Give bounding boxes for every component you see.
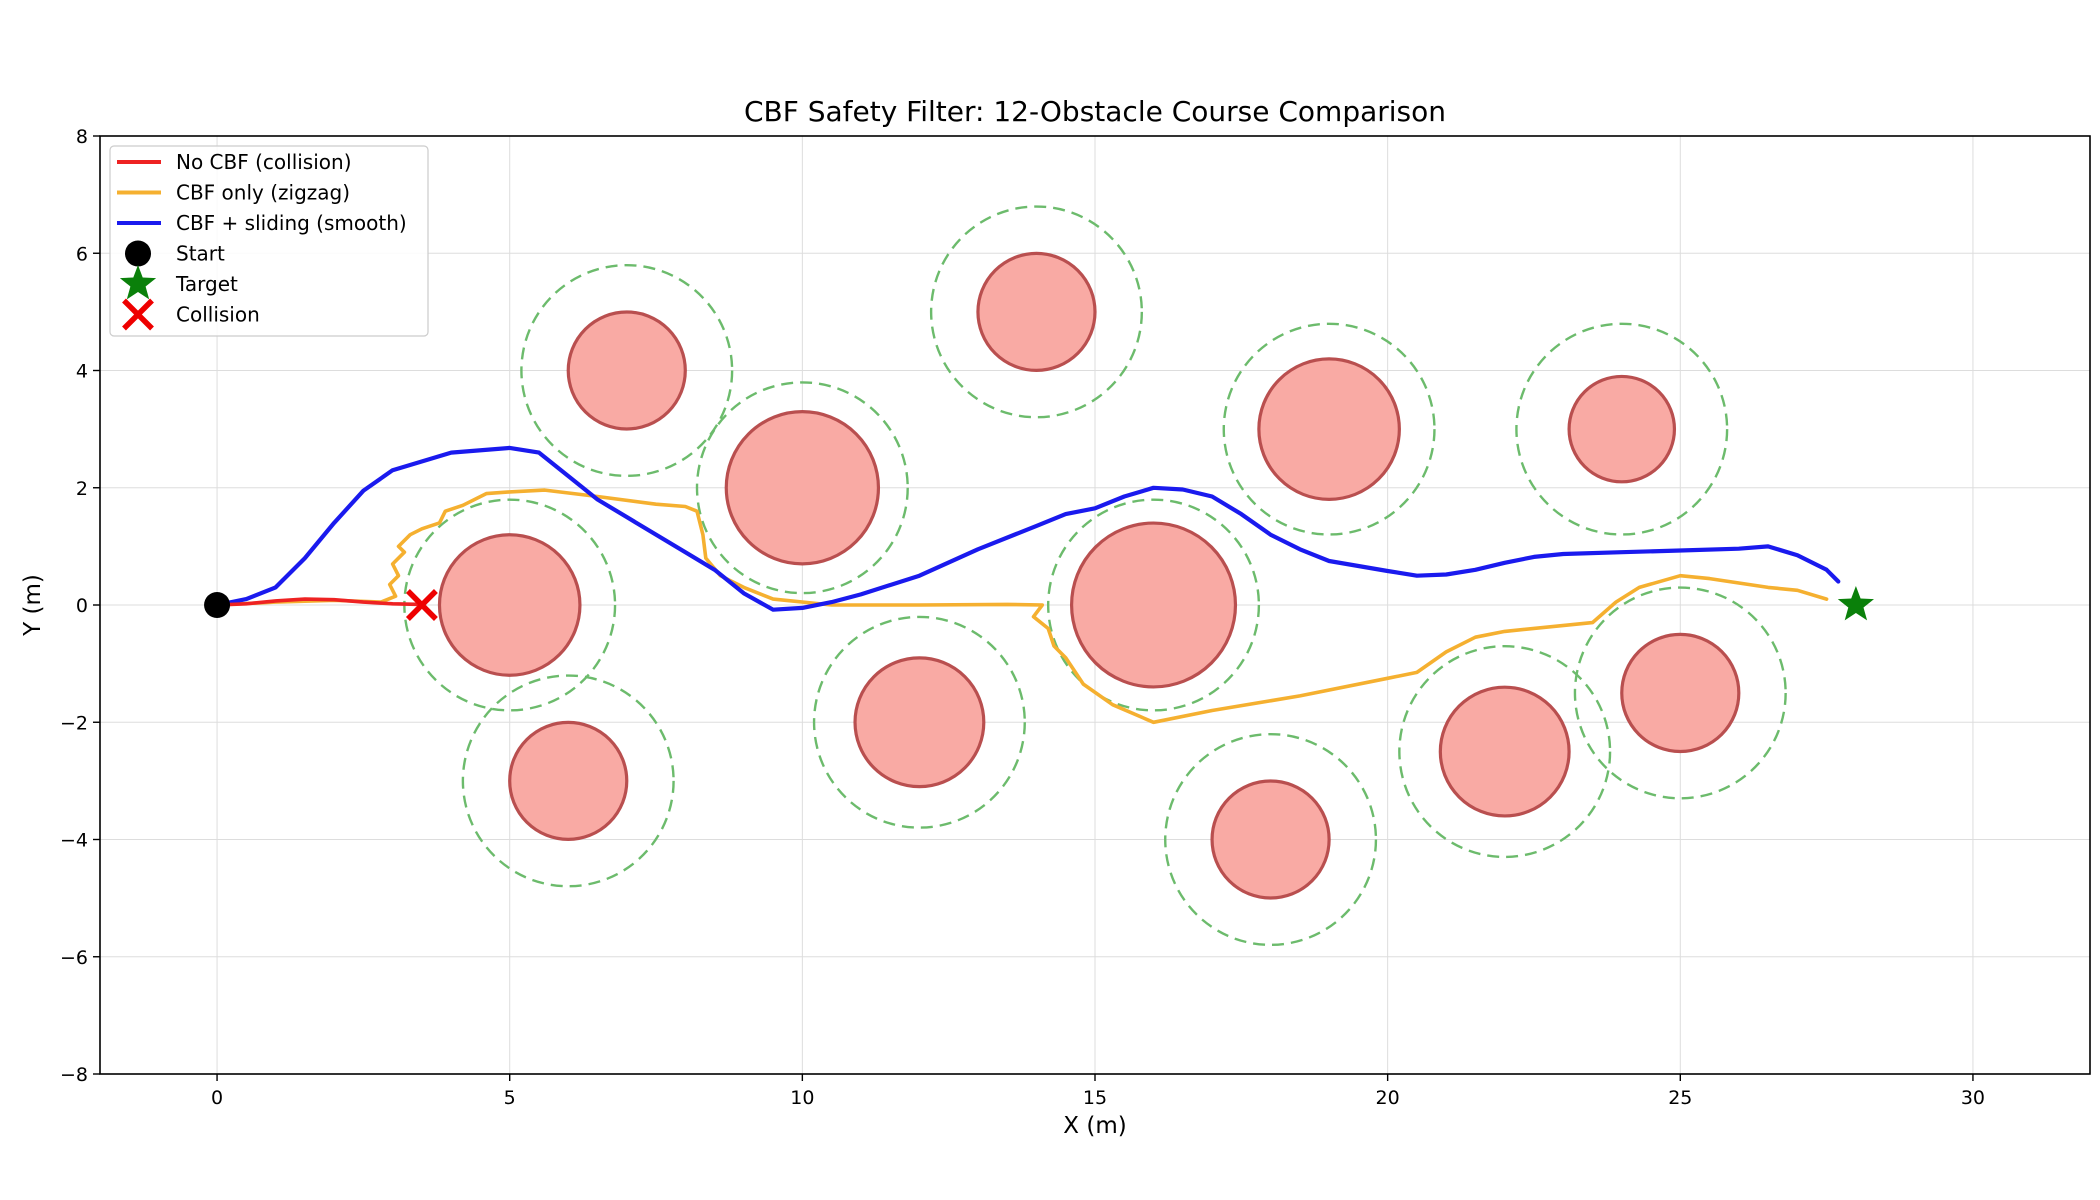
y-tick-label: −2 xyxy=(60,712,88,734)
x-axis-label: X (m) xyxy=(1063,1113,1126,1139)
legend-start-swatch xyxy=(125,240,151,267)
y-tick-label: −8 xyxy=(60,1064,88,1086)
obstacle-circle xyxy=(1567,374,1677,484)
safety-margin-circle xyxy=(929,205,1144,419)
legend-label: CBF only (zigzag) xyxy=(176,181,350,205)
legend-label: Target xyxy=(175,272,238,296)
safety-margin-circle xyxy=(1222,322,1436,536)
obstacle-circle xyxy=(976,251,1097,373)
target-marker xyxy=(1837,586,1874,621)
x-tick-label: 15 xyxy=(1083,1087,1107,1109)
plot-area xyxy=(204,205,1874,947)
safety-margin-circle xyxy=(1515,322,1729,536)
obstacle-circle xyxy=(1210,779,1331,900)
x-tick-label: 0 xyxy=(211,1087,223,1109)
trajectory-no-cbf xyxy=(215,597,424,607)
trajectory-cbf-only xyxy=(215,488,1829,725)
safety-margin-circle xyxy=(1573,586,1787,800)
legend-label: Collision xyxy=(176,303,260,327)
x-tick-label: 25 xyxy=(1668,1087,1692,1109)
y-tick-label: −4 xyxy=(60,830,88,852)
legend-label: CBF + sliding (smooth) xyxy=(176,211,407,235)
obstacle-circle xyxy=(1620,632,1741,754)
safety-margin-circle xyxy=(461,674,675,888)
legend-label: No CBF (collision) xyxy=(176,150,352,174)
obstacle-circle xyxy=(1257,357,1401,501)
chart-title: CBF Safety Filter: 12-Obstacle Course Co… xyxy=(744,95,1446,128)
y-tick-label: 2 xyxy=(76,478,88,500)
legend-target-swatch xyxy=(119,265,157,300)
safety-margin-circle xyxy=(812,615,1026,829)
x-tick-label: 20 xyxy=(1376,1087,1400,1109)
legend-box xyxy=(109,145,429,337)
safety-margin-circle xyxy=(1164,732,1378,947)
safety-margin-circle xyxy=(1398,645,1612,859)
legend-collision-swatch xyxy=(122,298,154,331)
obstacle-circle xyxy=(1438,685,1571,818)
y-tick-label: 0 xyxy=(76,595,88,617)
obstacle-circle xyxy=(437,533,582,677)
collision-marker xyxy=(405,589,438,621)
y-tick-label: 4 xyxy=(76,361,88,383)
safety-margin-circle xyxy=(1046,498,1261,712)
obstacle-circle xyxy=(724,410,881,566)
y-tick-label: 8 xyxy=(76,126,88,148)
axis-ticks: 0 5 10 15 20 25 30 −8 −6 −4 −2 0 2 4 6 8 xyxy=(60,126,1985,1109)
y-tick-label: −6 xyxy=(60,947,88,969)
safety-margin-circle xyxy=(695,381,909,595)
x-tick-label: 30 xyxy=(1961,1087,1985,1109)
y-tick-label: 6 xyxy=(76,243,88,265)
safety-margin-circle xyxy=(520,263,734,478)
trajectory-cbf-sliding xyxy=(215,445,1841,612)
legend-label: Start xyxy=(176,242,225,266)
obstacle-circle xyxy=(508,720,629,842)
legend: No CBF (collision) CBF only (zigzag) CBF +… xyxy=(109,145,429,337)
plot-layer xyxy=(204,205,1874,947)
obstacle-circle xyxy=(566,310,687,431)
obstacle-circle xyxy=(853,656,986,789)
x-tick-label: 5 xyxy=(504,1087,516,1109)
start-marker xyxy=(204,592,231,618)
obstacle-circle xyxy=(1069,521,1238,689)
x-tick-label: 10 xyxy=(790,1087,814,1109)
y-axis-label: Y (m) xyxy=(20,574,46,637)
